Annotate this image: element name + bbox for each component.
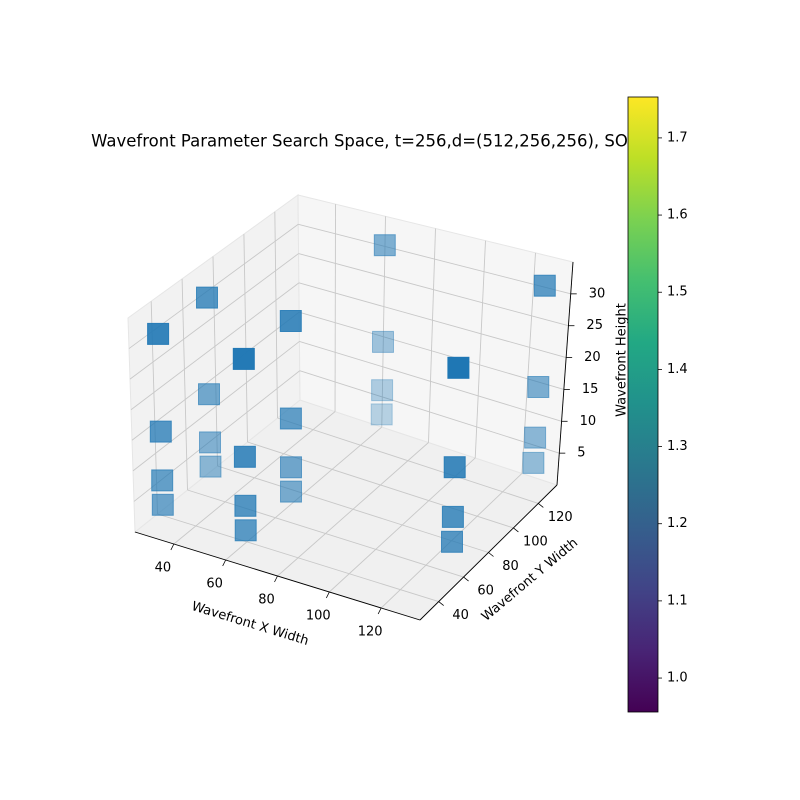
y-tick-label: 40 (452, 608, 469, 623)
grid-line (299, 311, 564, 390)
grid-line (521, 252, 536, 474)
x-tick-label: 40 (155, 561, 172, 576)
grid-line (131, 311, 300, 441)
y-tick (538, 503, 544, 508)
point (522, 451, 545, 474)
y-tick-label: 80 (502, 559, 519, 574)
point (527, 376, 550, 398)
point (147, 322, 170, 345)
chart-title: Wavefront Parameter Search Space, t=256,… (91, 132, 649, 151)
colorbar-tick-label: 1.6 (667, 208, 688, 223)
grid-line (274, 211, 278, 419)
colorbar-tick-label: 1.7 (667, 130, 688, 145)
point (149, 420, 172, 443)
point (371, 379, 394, 402)
y-tick (463, 576, 469, 582)
point (372, 330, 394, 353)
point (373, 234, 396, 257)
point (441, 505, 464, 528)
point (370, 403, 393, 426)
grid-line (243, 234, 248, 443)
colorbar-fill (627, 96, 659, 713)
colorbar-tick-label: 1.2 (667, 516, 688, 531)
point (279, 310, 302, 332)
x-tick (222, 559, 227, 567)
z-axis-label: Wavefront Height (615, 303, 630, 417)
x-tick (274, 575, 278, 583)
grid-line (181, 278, 188, 491)
points (147, 234, 556, 553)
grid-line (129, 253, 299, 380)
z-tick-label: 30 (589, 286, 606, 301)
point (199, 431, 221, 454)
z-tick-label: 25 (586, 318, 603, 333)
point (443, 456, 466, 479)
x-tick-label: 120 (358, 625, 383, 640)
colorbar-tick-label: 1.0 (667, 671, 688, 686)
y-tick-label: 100 (523, 534, 548, 549)
y-tick (513, 527, 519, 533)
grid-line (474, 240, 486, 458)
grid-line (130, 282, 300, 411)
grid-line (187, 489, 464, 578)
point (151, 493, 174, 516)
x-tick (170, 543, 175, 551)
point (441, 530, 463, 553)
point (199, 455, 222, 478)
colorbar-tick-label: 1.1 (667, 593, 688, 608)
grid-line (428, 228, 436, 443)
point (232, 347, 255, 370)
colorbar-tick-label: 1.3 (667, 439, 688, 454)
point (234, 494, 257, 517)
x-axis-label: Wavefront X Width (190, 599, 311, 649)
point (198, 383, 220, 406)
grid-line (298, 223, 571, 295)
point (196, 286, 218, 309)
point (533, 274, 556, 297)
point (279, 407, 302, 430)
grid-line (299, 340, 562, 422)
panes (127, 194, 574, 621)
x-tick (325, 591, 330, 599)
point (151, 469, 174, 492)
x-tick-label: 100 (306, 609, 331, 624)
z-axis-line (556, 261, 574, 486)
point (234, 519, 257, 542)
z-tick-label: 5 (577, 446, 585, 461)
colorbar-tick-label: 1.4 (667, 362, 688, 377)
grid-line (299, 370, 560, 454)
grid-line (298, 282, 567, 359)
y-tick-label: 60 (477, 584, 494, 599)
colorbar-tick-label: 1.5 (667, 285, 688, 300)
x-tick-label: 60 (206, 577, 223, 592)
point (524, 426, 547, 449)
colorbar: 1.0 1.1 1.2 1.3 1.4 1.5 1.6 1.7 (627, 96, 688, 713)
point (280, 456, 302, 479)
z-tick-label: 20 (584, 350, 601, 365)
point (280, 480, 302, 503)
x-tick-label: 80 (258, 593, 275, 608)
y-tick-label: 120 (548, 510, 573, 525)
point (233, 445, 256, 468)
grid-line (132, 341, 300, 472)
y-tick (438, 601, 444, 606)
grid-line (157, 513, 439, 603)
x-tick (377, 607, 382, 615)
z-tick-label: 15 (582, 382, 599, 397)
y-tick (488, 552, 494, 557)
point (447, 356, 470, 379)
grid-line (277, 417, 539, 504)
grid-line (298, 253, 569, 327)
z-tick-label: 10 (580, 414, 597, 429)
